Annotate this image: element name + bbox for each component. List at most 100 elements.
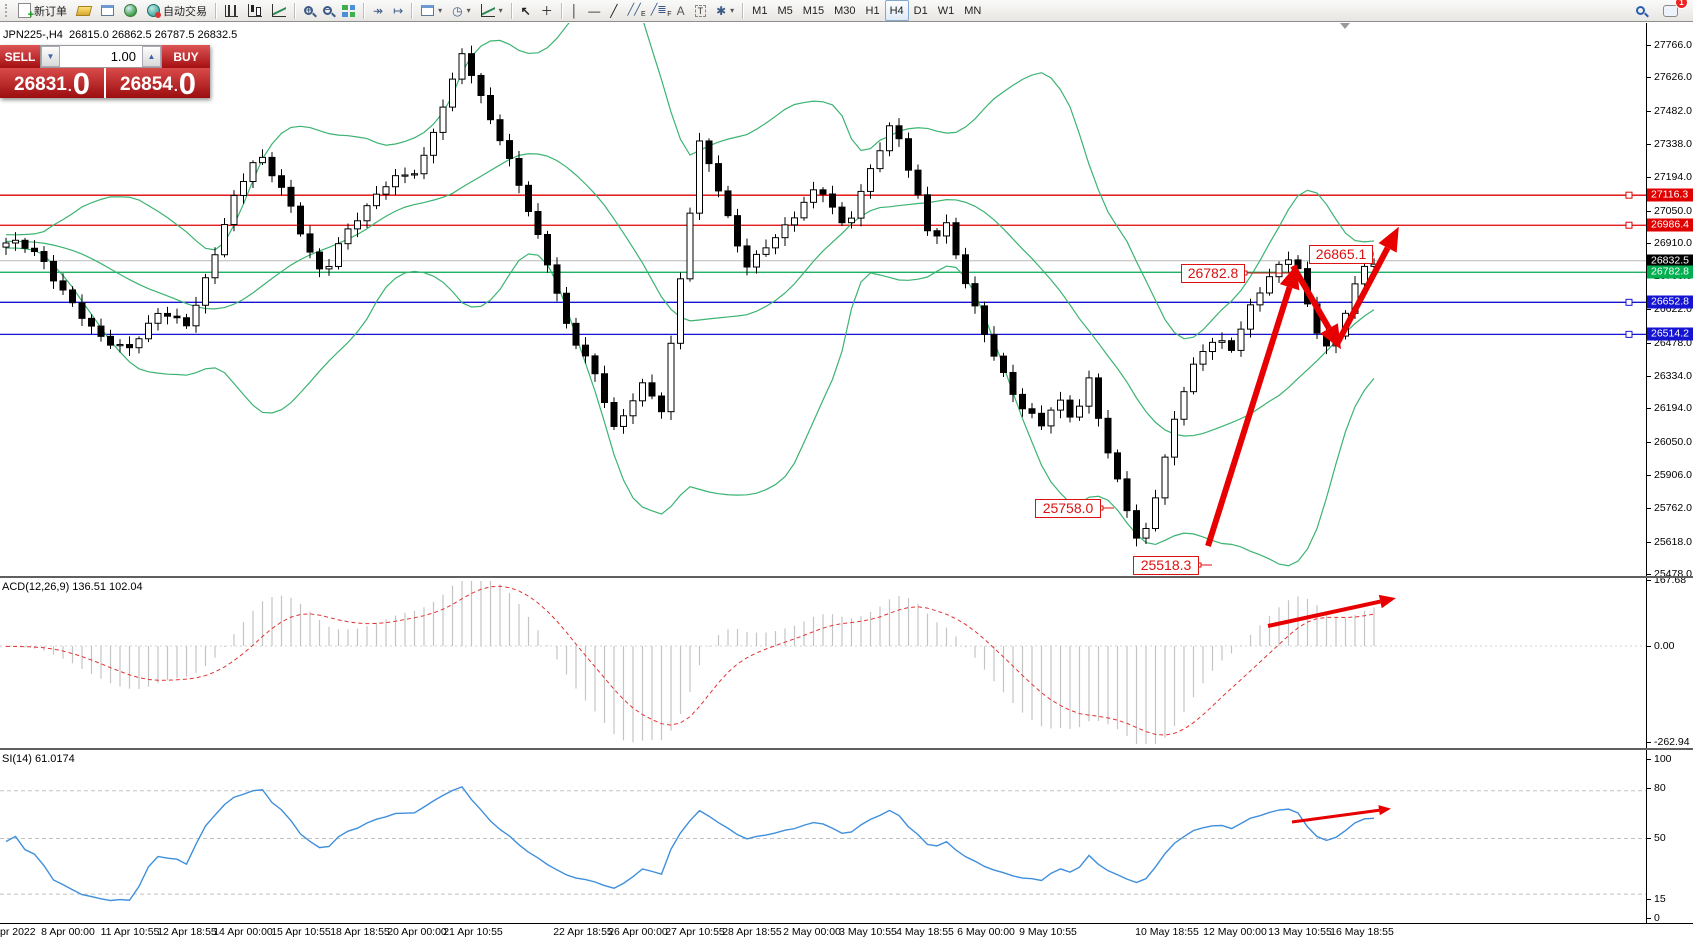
trendline-button[interactable]: ╱: [605, 0, 622, 21]
candlestick: [173, 315, 181, 319]
timeframe-mn-button[interactable]: MN: [964, 4, 982, 17]
auto-scroll-button[interactable]: ↠: [368, 0, 388, 21]
timeframe-h4-button[interactable]: H4: [884, 0, 909, 21]
tile-windows-button[interactable]: [337, 0, 360, 21]
volume-value[interactable]: 1.00: [110, 49, 136, 64]
autotrade-label: 自动交易: [163, 5, 207, 18]
search-button[interactable]: [1631, 0, 1650, 21]
chart-shift-button[interactable]: ↦: [388, 0, 408, 21]
crosshair-button[interactable]: ＋: [536, 0, 558, 21]
timeframe-m30-button[interactable]: M30: [834, 4, 856, 17]
price-annotation[interactable]: 26782.8: [1181, 264, 1245, 283]
navigator-button[interactable]: [119, 0, 142, 21]
zoom-in-button[interactable]: [299, 0, 318, 21]
price-annotation[interactable]: 26865.1: [1309, 245, 1373, 264]
market-watch-icon: [75, 5, 93, 16]
new-order-button[interactable]: + 新订单: [13, 0, 72, 21]
timeframe-h1-button[interactable]: H1: [865, 4, 880, 17]
new-chart-button[interactable]: ▾: [416, 0, 447, 21]
timeframe-m5-button[interactable]: M5: [777, 4, 793, 17]
time-axis[interactable]: pr 2022 8 Apr 00:00 11 Apr 10:55 12 Apr 18:…: [0, 924, 1693, 941]
trend-arrow[interactable]: [1267, 599, 1381, 628]
time-axis-label: 20 Apr 00:00: [387, 926, 447, 938]
sell-price-pips: 0: [72, 66, 90, 101]
candlestick: [629, 400, 637, 417]
time-axis-label: 4 May 18:55: [896, 926, 954, 938]
timeframe-d1-button[interactable]: D1: [913, 4, 928, 17]
candlestick: [287, 186, 295, 207]
channel-button[interactable]: ╱╱ E: [622, 0, 645, 21]
sell-price[interactable]: 26831 . 0: [0, 66, 104, 101]
buy-price[interactable]: 26854 . 0: [104, 68, 210, 99]
price-axis[interactable]: 27766.0 27626.0 27482.0 27338.0 27194.0 27050…: [1646, 23, 1693, 924]
candlestick: [1047, 409, 1055, 427]
price-annotation[interactable]: 25758.0: [1035, 499, 1101, 518]
volume-decrease-button[interactable]: ▼: [41, 46, 60, 67]
timeframe-w1-button[interactable]: W1: [937, 4, 955, 17]
timeframe-m15-button[interactable]: M15: [802, 4, 825, 17]
fibonacci-button[interactable]: ╱≣ F: [646, 0, 672, 21]
candlestick: [981, 305, 988, 335]
time-axis-label: 15 Apr 10:55: [271, 926, 331, 938]
text-tool-button[interactable]: A: [672, 0, 690, 21]
candlestick-plot[interactable]: [0, 23, 1646, 576]
arrows-tool-button[interactable]: ✱ ▾: [711, 0, 739, 21]
candlestick: [373, 193, 380, 207]
panel-splitter[interactable]: [0, 576, 1693, 578]
vertical-line-button[interactable]: │: [566, 0, 584, 21]
timeframe-m1-button[interactable]: M1: [752, 4, 768, 17]
horizontal-line-button[interactable]: —: [583, 0, 605, 21]
trend-arrow[interactable]: [1333, 246, 1391, 348]
zoom-out-button[interactable]: [318, 0, 337, 21]
candlestick-chart-button[interactable]: [243, 0, 267, 21]
candlestick: [477, 74, 485, 96]
candlestick: [1199, 351, 1207, 365]
clock-icon: ◷: [452, 3, 463, 18]
candlestick: [506, 140, 513, 159]
notifications-button[interactable]: 1: [1658, 0, 1688, 21]
candlestick: [724, 190, 732, 217]
buy-button[interactable]: BUY: [162, 45, 210, 68]
candlestick: [933, 230, 941, 237]
candlestick: [772, 237, 779, 249]
candlestick: [1209, 341, 1216, 353]
trendline-icon: ╱: [610, 3, 618, 18]
candlestick: [21, 239, 29, 249]
candlestick: [1038, 412, 1045, 427]
time-axis-label: 12 Apr 18:55: [157, 926, 217, 938]
trend-arrow[interactable]: [1291, 808, 1380, 824]
chevron-down-icon: ▾: [730, 6, 735, 15]
bar-chart-button[interactable]: [220, 0, 243, 21]
cursor-button[interactable]: ↖: [516, 0, 536, 21]
market-watch-button[interactable]: [72, 0, 96, 21]
volume-increase-button[interactable]: ▲: [142, 46, 161, 67]
candlestick: [715, 163, 722, 192]
periods-button[interactable]: ◷ ▾: [447, 0, 476, 21]
chevron-down-icon: ▾: [438, 6, 443, 15]
chart-shift-icon: ↦: [393, 3, 404, 18]
text-label-button[interactable]: T: [690, 0, 712, 21]
macd-plot[interactable]: [0, 578, 1646, 748]
rsi-axis-tick: 15: [1654, 893, 1666, 905]
templates-button[interactable]: ▾: [476, 0, 508, 21]
trend-arrow[interactable]: [1205, 286, 1293, 547]
sell-button[interactable]: SELL: [0, 45, 40, 68]
line-chart-button[interactable]: [267, 0, 291, 21]
candlestick: [1190, 363, 1197, 393]
candlestick: [686, 212, 694, 280]
candlestick: [563, 292, 570, 324]
candlestick: [1114, 452, 1121, 480]
autotrade-button[interactable]: 自动交易: [142, 0, 212, 21]
panel-splitter[interactable]: [0, 748, 1693, 750]
price-annotation[interactable]: 25518.3: [1133, 556, 1199, 575]
toolbar-grip[interactable]: [5, 4, 10, 17]
candlestick: [1076, 405, 1083, 418]
candlestick: [781, 224, 789, 239]
candlestick: [268, 156, 276, 177]
trend-arrow[interactable]: [1290, 264, 1332, 330]
rsi-plot[interactable]: [0, 750, 1646, 923]
data-window-button[interactable]: [96, 0, 119, 21]
candlestick: [1142, 527, 1150, 539]
candlestick: [1256, 292, 1264, 306]
chart-panel-collapse-arrow[interactable]: [1340, 23, 1350, 29]
